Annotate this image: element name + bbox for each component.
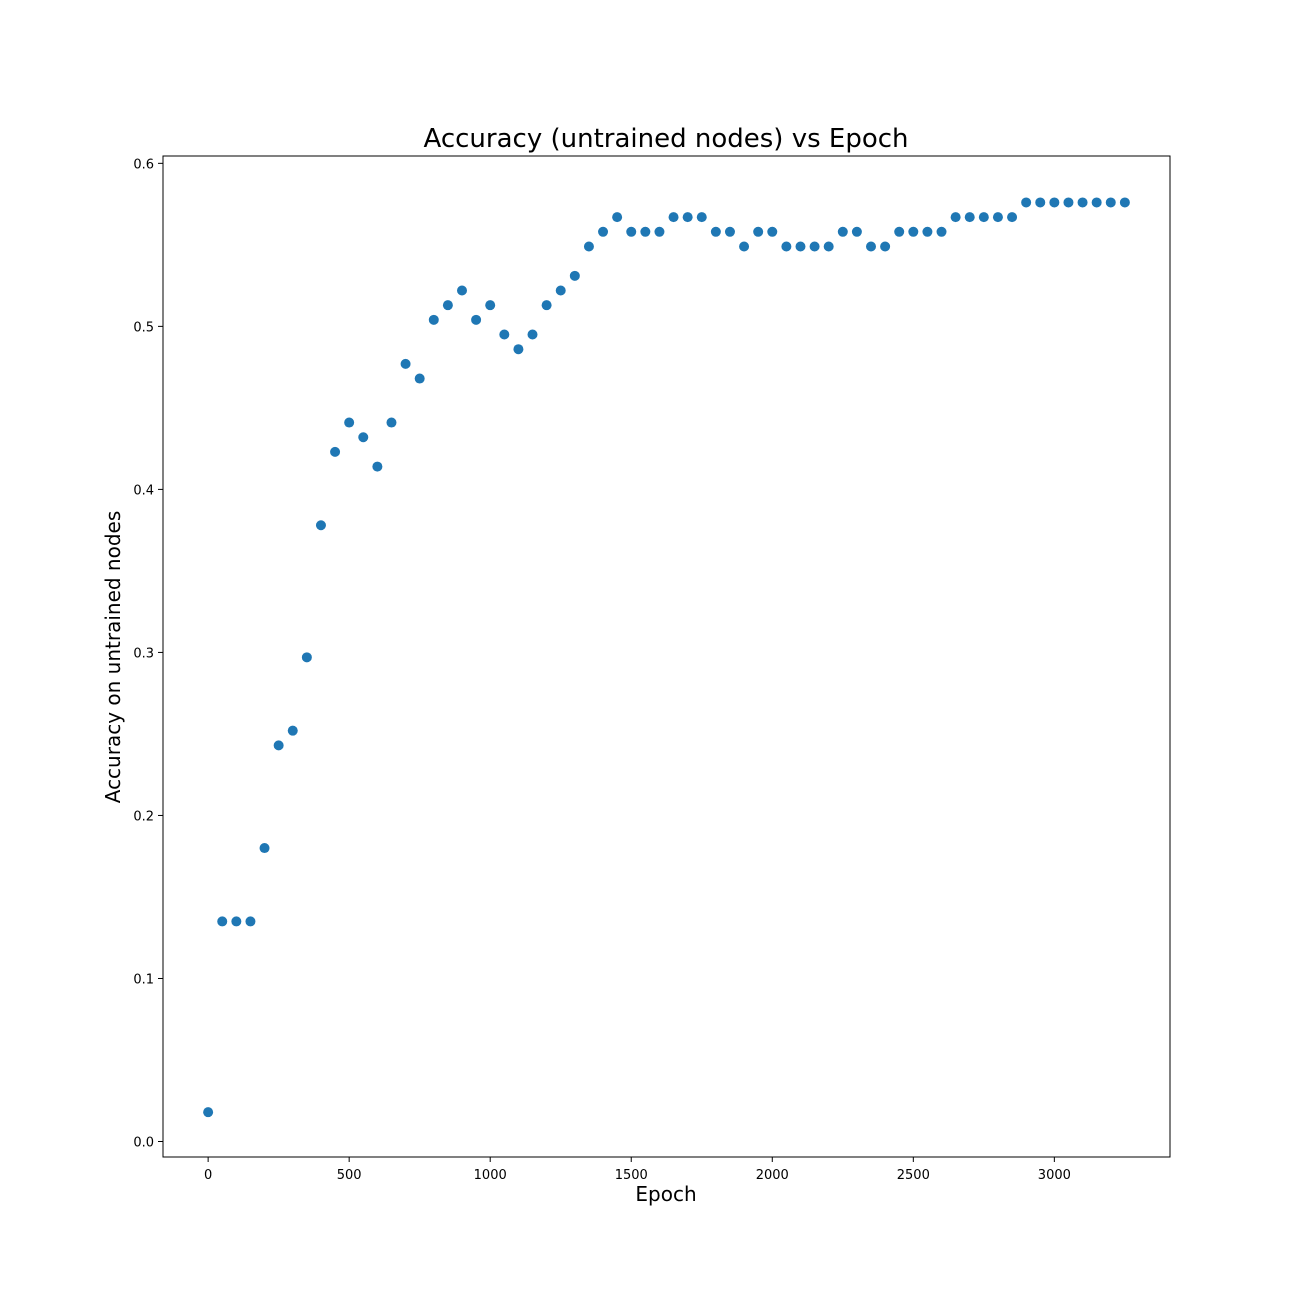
x-tick-label: 1000 [474, 1168, 507, 1183]
data-point [1049, 197, 1060, 208]
x-tick-label: 2500 [897, 1168, 930, 1183]
data-point [1091, 197, 1102, 208]
data-point [485, 300, 496, 311]
data-point [964, 212, 975, 223]
y-tick-label: 0.3 [133, 646, 154, 661]
data-point [428, 314, 439, 325]
data-point [372, 461, 383, 472]
x-tick-label: 2000 [756, 1168, 789, 1183]
data-point [1021, 197, 1032, 208]
data-point [1063, 197, 1074, 208]
y-tick-label: 0.1 [133, 972, 154, 987]
data-points [203, 197, 1130, 1118]
chart-title: Accuracy (untrained nodes) vs Epoch [424, 124, 909, 154]
data-point [499, 329, 510, 340]
data-point [358, 432, 369, 443]
data-point [301, 652, 312, 663]
data-point [795, 241, 806, 252]
x-tick-label: 3000 [1038, 1168, 1071, 1183]
data-point [456, 285, 467, 296]
data-point [1077, 197, 1088, 208]
data-point [992, 212, 1003, 223]
x-tick-label: 0 [204, 1168, 212, 1183]
data-point [809, 241, 820, 252]
data-point [273, 740, 284, 751]
data-point [781, 241, 792, 252]
data-point [555, 285, 566, 296]
data-point [315, 520, 326, 531]
x-axis-label: Epoch [635, 1182, 696, 1206]
y-tick-label: 0.6 [133, 157, 154, 172]
data-point [908, 226, 919, 237]
data-point [767, 226, 778, 237]
plot-frame [162, 155, 1171, 1158]
data-point [569, 270, 580, 281]
data-point [978, 212, 989, 223]
data-point [1035, 197, 1046, 208]
data-point [837, 226, 848, 237]
data-point [414, 373, 425, 384]
data-point [682, 212, 693, 223]
data-point [668, 212, 679, 223]
data-point [823, 241, 834, 252]
data-point [344, 417, 355, 428]
data-point [259, 843, 270, 854]
data-point [471, 314, 482, 325]
data-point [245, 916, 256, 927]
data-point [866, 241, 877, 252]
data-point [330, 446, 341, 457]
x-axis: 0 500 1000 1500 2000 2500 3000 [204, 1157, 1071, 1183]
data-point [950, 212, 961, 223]
x-tick-label: 500 [337, 1168, 362, 1183]
y-tick-label: 0.5 [133, 320, 154, 335]
data-point [231, 916, 242, 927]
data-point [696, 212, 707, 223]
data-point [1105, 197, 1116, 208]
data-point [442, 300, 453, 311]
data-point [612, 212, 623, 223]
data-point [654, 226, 665, 237]
data-point [386, 417, 397, 428]
data-point [541, 300, 552, 311]
data-point [583, 241, 594, 252]
data-point [739, 241, 750, 252]
data-point [1119, 197, 1130, 208]
data-point [203, 1107, 214, 1118]
data-point [598, 226, 609, 237]
data-point [400, 358, 411, 369]
data-point [851, 226, 862, 237]
data-point [527, 329, 538, 340]
data-point [710, 226, 721, 237]
data-point [753, 226, 764, 237]
data-point [1007, 212, 1018, 223]
data-point [217, 916, 228, 927]
data-point [513, 344, 524, 355]
data-point [894, 226, 905, 237]
plot-area [162, 155, 1171, 1158]
data-point [640, 226, 651, 237]
y-tick-label: 0.2 [133, 809, 154, 824]
data-point [880, 241, 891, 252]
x-tick-label: 1500 [615, 1168, 648, 1183]
data-point [724, 226, 735, 237]
data-point [287, 725, 298, 736]
data-point [936, 226, 947, 237]
y-tick-label: 0.0 [133, 1136, 154, 1151]
y-axis-label: Accuracy on untrained nodes [101, 511, 125, 804]
data-point [626, 226, 637, 237]
y-tick-label: 0.4 [133, 483, 154, 498]
data-point [922, 226, 933, 237]
y-axis: 0.0 0.1 0.2 0.3 0.4 0.5 0.6 [133, 157, 163, 1151]
